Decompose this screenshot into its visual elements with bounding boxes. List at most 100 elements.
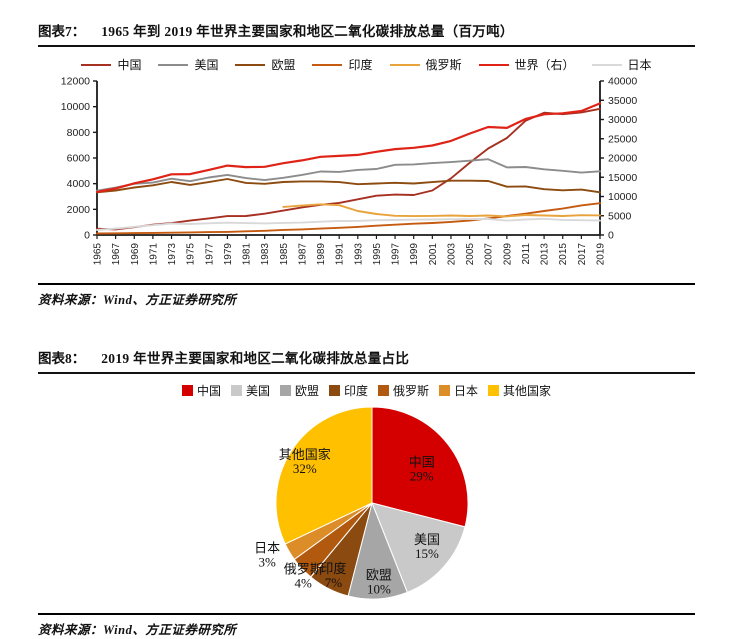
legend-square-swatch: [230, 385, 242, 396]
figure8-header: 图表8： 2019 年世界主要国家和地区二氧化碳排放总量占比: [38, 347, 695, 374]
figure7-label: 图表7：: [38, 24, 86, 39]
svg-text:1993: 1993: [353, 243, 364, 266]
legend-line-swatch: [158, 63, 189, 66]
svg-text:7%: 7%: [324, 575, 342, 590]
legend-square-swatch: [279, 385, 291, 396]
svg-text:2000: 2000: [67, 204, 91, 216]
legend-label: 日本: [454, 384, 479, 398]
svg-text:3%: 3%: [258, 555, 276, 570]
pie-legend-item-5: 日本: [439, 382, 478, 399]
svg-text:2015: 2015: [558, 243, 569, 266]
svg-text:2019: 2019: [596, 243, 607, 266]
svg-text:12000: 12000: [61, 76, 90, 88]
svg-text:1989: 1989: [316, 243, 327, 266]
svg-text:其他国家: 其他国家: [278, 447, 330, 462]
legend-label: 中国: [117, 58, 142, 72]
svg-text:2013: 2013: [540, 243, 551, 266]
svg-text:10%: 10%: [367, 582, 391, 597]
svg-text:0: 0: [84, 230, 90, 242]
co2-line-chart: 0 2000 4000 6000 8000 10000 12000 0 5000 10000 150…: [61, 76, 638, 266]
svg-text:2011: 2011: [521, 243, 532, 265]
svg-text:俄罗斯: 俄罗斯: [283, 561, 322, 576]
svg-text:6000: 6000: [67, 153, 91, 165]
legend-line-swatch: [235, 63, 266, 66]
legend-label: 俄罗斯: [425, 58, 462, 72]
svg-text:1999: 1999: [409, 243, 420, 266]
svg-text:32%: 32%: [292, 461, 316, 476]
svg-text:1973: 1973: [167, 243, 178, 266]
svg-text:25000: 25000: [608, 133, 637, 145]
legend-line-swatch: [591, 63, 622, 66]
svg-text:2007: 2007: [484, 243, 495, 266]
svg-text:1969: 1969: [130, 243, 141, 266]
svg-text:35000: 35000: [608, 95, 637, 107]
svg-text:15%: 15%: [415, 546, 439, 561]
svg-text:10000: 10000: [61, 101, 90, 113]
svg-text:2009: 2009: [502, 243, 513, 266]
legend-line-swatch: [389, 63, 420, 66]
svg-text:印度: 印度: [320, 561, 346, 576]
figure7-title: 1965 年到 2019 年世界主要国家和地区二氧化碳排放总量（百万吨）: [101, 24, 514, 39]
svg-text:1995: 1995: [372, 243, 383, 266]
legend-square-swatch: [328, 385, 340, 396]
svg-text:1985: 1985: [279, 243, 290, 266]
pie-legend-item-6: 其他国家: [488, 382, 551, 399]
svg-text:1971: 1971: [148, 243, 159, 266]
svg-text:5000: 5000: [608, 210, 632, 222]
legend-square-swatch: [439, 385, 451, 396]
svg-text:中国: 中国: [408, 455, 434, 470]
legend-label: 印度: [348, 58, 373, 72]
legend-item-3: 印度: [312, 56, 373, 73]
legend-label: 欧盟: [294, 384, 319, 398]
legend-label: 日本: [627, 58, 652, 72]
figure7-source-text: 资料来源：Wind、方正证券研究所: [38, 293, 237, 307]
svg-text:美国: 美国: [413, 532, 439, 547]
legend-label: 印度: [343, 384, 368, 398]
legend-label: 欧盟: [271, 58, 296, 72]
svg-text:4%: 4%: [294, 575, 312, 590]
svg-text:1983: 1983: [260, 243, 271, 266]
legend-item-6: 日本: [591, 56, 652, 73]
pie-legend-item-1: 美国: [230, 382, 270, 399]
svg-text:1979: 1979: [223, 243, 234, 266]
pie-legend-item-0: 中国: [181, 382, 221, 399]
svg-text:15000: 15000: [608, 172, 637, 184]
svg-text:2017: 2017: [577, 243, 588, 266]
legend-square-swatch: [378, 385, 389, 396]
figure8-title: 2019 年世界主要国家和地区二氧化碳排放总量占比: [101, 351, 410, 366]
svg-text:欧盟: 欧盟: [365, 568, 391, 583]
line-chart-block: 中国 美国 欧盟 印度 俄罗斯 世界（右） 日本 0 2000 4000 6000 8000 1000…: [38, 56, 695, 281]
spacer: [38, 309, 695, 339]
svg-text:1967: 1967: [111, 243, 122, 266]
legend-line-swatch: [81, 63, 112, 66]
legend-line-swatch: [312, 63, 343, 66]
svg-text:29%: 29%: [409, 469, 433, 484]
pie-legend-item-4: 俄罗斯: [378, 382, 429, 399]
legend-label: 其他国家: [503, 384, 552, 398]
figure7-source-row: 资料来源：Wind、方正证券研究所: [38, 283, 695, 309]
svg-text:2005: 2005: [465, 243, 476, 266]
figure7-header: 图表7： 1965 年到 2019 年世界主要国家和地区二氧化碳排放总量（百万吨…: [38, 20, 695, 47]
svg-text:20000: 20000: [608, 153, 637, 165]
svg-text:1965: 1965: [93, 243, 104, 266]
legend-item-0: 中国: [81, 56, 141, 73]
legend-item-1: 美国: [158, 56, 218, 73]
svg-text:10000: 10000: [608, 191, 637, 203]
pie-legend-item-3: 印度: [328, 382, 368, 399]
legend-label: 俄罗斯: [393, 384, 430, 398]
svg-text:日本: 日本: [254, 541, 280, 556]
svg-text:1997: 1997: [391, 243, 402, 266]
svg-text:1987: 1987: [297, 243, 308, 266]
svg-text:1981: 1981: [242, 243, 253, 266]
svg-text:1975: 1975: [186, 243, 197, 266]
pie-legend-item-2: 欧盟: [279, 382, 319, 399]
svg-text:1991: 1991: [335, 243, 346, 266]
pie-chart-legend: 中国 美国 欧盟 印度 俄罗斯 日本 其他国家: [177, 382, 557, 399]
svg-text:0: 0: [608, 230, 614, 242]
legend-square-swatch: [488, 385, 500, 396]
legend-label: 中国: [196, 384, 221, 398]
legend-square-swatch: [181, 385, 193, 396]
svg-text:4000: 4000: [67, 178, 91, 190]
